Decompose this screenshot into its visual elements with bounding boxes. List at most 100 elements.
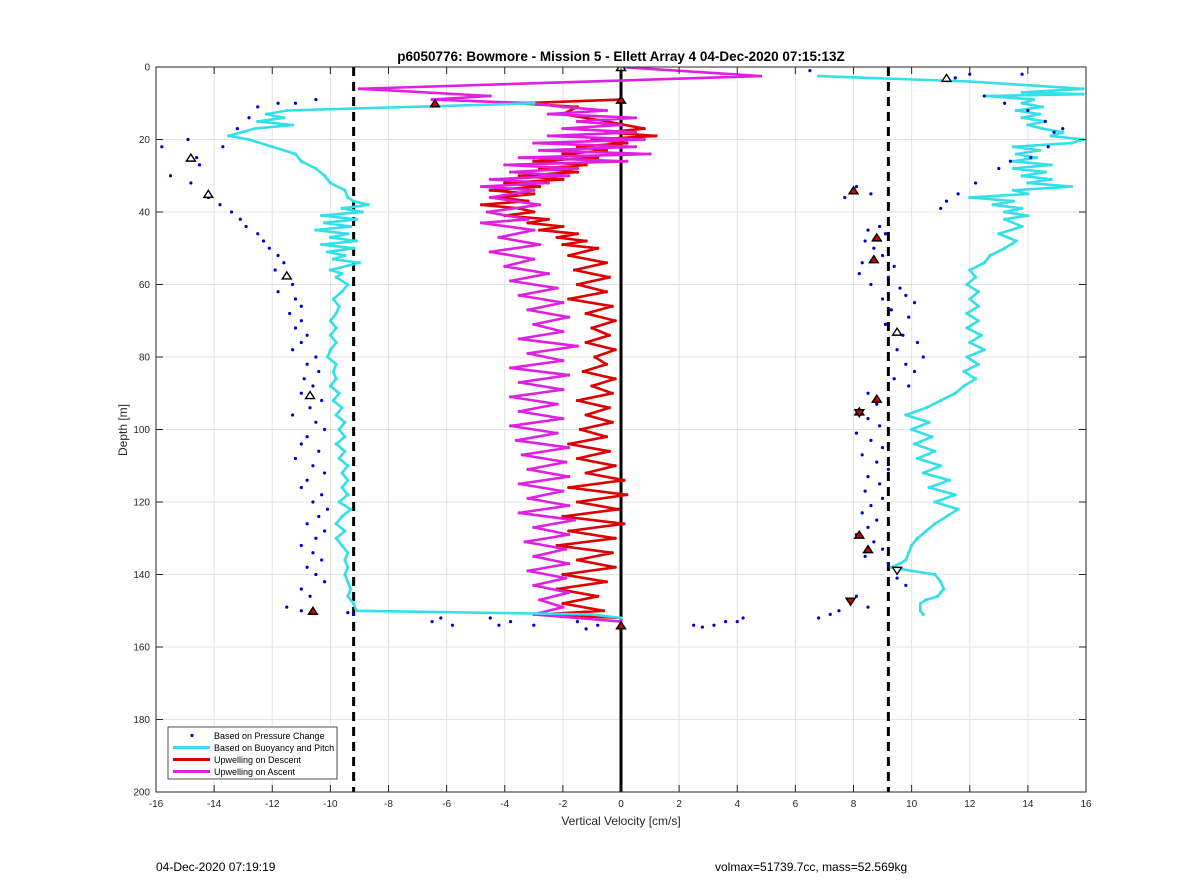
data-point	[892, 264, 896, 268]
data-point	[866, 228, 870, 232]
triangle-marker	[429, 98, 441, 108]
series-vertex	[517, 511, 521, 515]
series-vertex	[953, 493, 957, 497]
data-point	[872, 246, 876, 250]
data-point	[866, 475, 870, 479]
series-vertex	[619, 123, 623, 127]
series-vertex	[290, 123, 295, 127]
series-vertex	[575, 166, 580, 171]
series-vertex	[1026, 181, 1030, 185]
data-point	[305, 478, 309, 482]
series-vertex	[567, 533, 571, 537]
data-point	[863, 489, 867, 493]
series-vertex	[328, 333, 332, 337]
y-tick-label: 20	[139, 135, 151, 146]
data-point	[299, 587, 303, 591]
data-point	[305, 565, 309, 569]
series-vertex	[532, 188, 536, 192]
data-point	[700, 625, 704, 629]
data-point	[195, 156, 199, 160]
series-vertex	[346, 195, 350, 200]
series-vertex	[968, 195, 972, 200]
series-vertex	[590, 384, 594, 388]
series-vertex	[526, 569, 530, 573]
data-point	[857, 272, 861, 276]
data-point	[293, 326, 298, 330]
data-point	[320, 398, 324, 403]
series-vertex	[567, 529, 571, 533]
series-vertex	[328, 268, 332, 272]
data-point	[221, 145, 225, 149]
series-vertex	[584, 471, 588, 475]
series-1	[357, 67, 763, 624]
series-vertex	[596, 246, 600, 250]
series-vertex	[613, 348, 617, 352]
triangle-marker	[891, 566, 903, 576]
y-tick-label: 180	[133, 715, 150, 726]
series-vertex	[343, 253, 347, 258]
y-tick-label: 200	[133, 788, 150, 799]
chart-title: p6050776: Bowmore - Mission 5 - Ellett A…	[397, 49, 844, 64]
series-vertex	[575, 558, 580, 562]
series-vertex	[924, 529, 928, 533]
series-vertex	[343, 435, 347, 439]
series-vertex	[604, 580, 609, 584]
series-vertex	[334, 275, 338, 279]
series-vertex	[1020, 224, 1024, 229]
data-point	[575, 620, 580, 624]
series-vertex	[352, 601, 356, 606]
series-vertex	[334, 442, 338, 446]
series-vertex	[349, 224, 353, 229]
data-point	[866, 391, 870, 395]
series-vertex	[546, 217, 550, 221]
series-vertex	[343, 420, 347, 424]
series-vertex	[561, 605, 565, 609]
x-axis-label: Vertical Velocity [cm/s]	[561, 814, 680, 828]
data-point	[584, 627, 588, 631]
data-point	[692, 623, 696, 627]
series-vertex	[930, 435, 934, 439]
legend-label-3: Upwelling on Ascent	[214, 767, 296, 777]
series-vertex	[561, 177, 565, 181]
data-point	[305, 362, 309, 366]
series-vertex	[968, 297, 972, 301]
series-vertex	[561, 601, 565, 606]
series-vertex	[575, 232, 580, 236]
series-vertex	[965, 311, 969, 316]
series-vertex	[532, 583, 536, 587]
series-vertex	[488, 195, 492, 200]
series-vertex	[915, 456, 920, 461]
data-point	[968, 72, 972, 76]
data-point	[293, 456, 298, 461]
data-point	[878, 482, 882, 486]
series-vertex	[572, 268, 577, 272]
series-vertex	[604, 290, 609, 294]
series-vertex	[567, 504, 571, 508]
data-point	[168, 174, 173, 178]
data-point	[869, 504, 873, 508]
x-tick-label: -4	[500, 799, 509, 810]
series-vertex	[633, 130, 638, 134]
series-vertex	[354, 609, 359, 613]
series-vertex	[1049, 177, 1053, 181]
series-vertex	[334, 362, 338, 366]
series-vertex	[953, 391, 957, 395]
series-vertex	[610, 551, 614, 555]
data-point	[299, 304, 303, 308]
series-vertex	[322, 174, 327, 178]
series-vertex	[334, 413, 338, 417]
series-vertex	[584, 239, 588, 243]
data-point	[282, 261, 286, 265]
x-tick-label: 12	[964, 799, 976, 810]
y-tick-label: 60	[139, 280, 151, 291]
series-vertex	[520, 453, 524, 457]
data-point	[866, 605, 870, 609]
series-vertex	[973, 377, 978, 381]
x-tick-label: -10	[323, 799, 338, 810]
data-point	[866, 525, 870, 529]
data-point	[895, 576, 899, 580]
x-axis: -16 -14 -12 -10 -8 -6 -4 -2 0 2 4 6 8 10 12 14 16	[149, 67, 1092, 810]
data-point	[854, 185, 859, 189]
series-vertex	[616, 507, 620, 511]
series-vertex	[1026, 192, 1030, 196]
